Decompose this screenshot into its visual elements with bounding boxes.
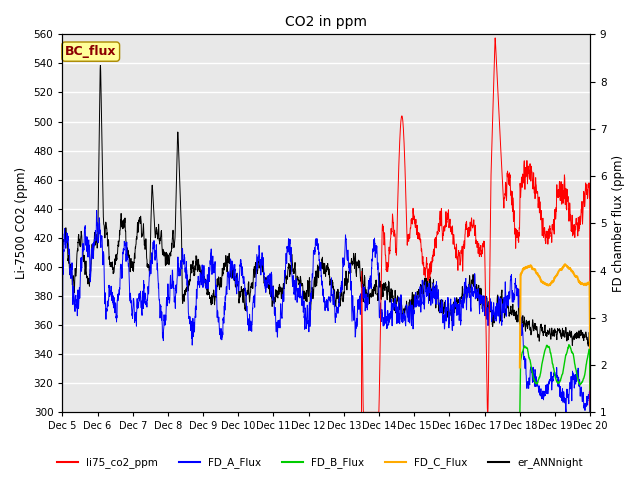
Title: CO2 in ppm: CO2 in ppm [285, 15, 367, 29]
Text: BC_flux: BC_flux [65, 45, 116, 58]
Y-axis label: Li-7500 CO2 (ppm): Li-7500 CO2 (ppm) [15, 168, 28, 279]
Y-axis label: FD chamber flux (ppm): FD chamber flux (ppm) [612, 155, 625, 292]
Legend: li75_co2_ppm, FD_A_Flux, FD_B_Flux, FD_C_Flux, er_ANNnight: li75_co2_ppm, FD_A_Flux, FD_B_Flux, FD_C… [52, 453, 588, 472]
